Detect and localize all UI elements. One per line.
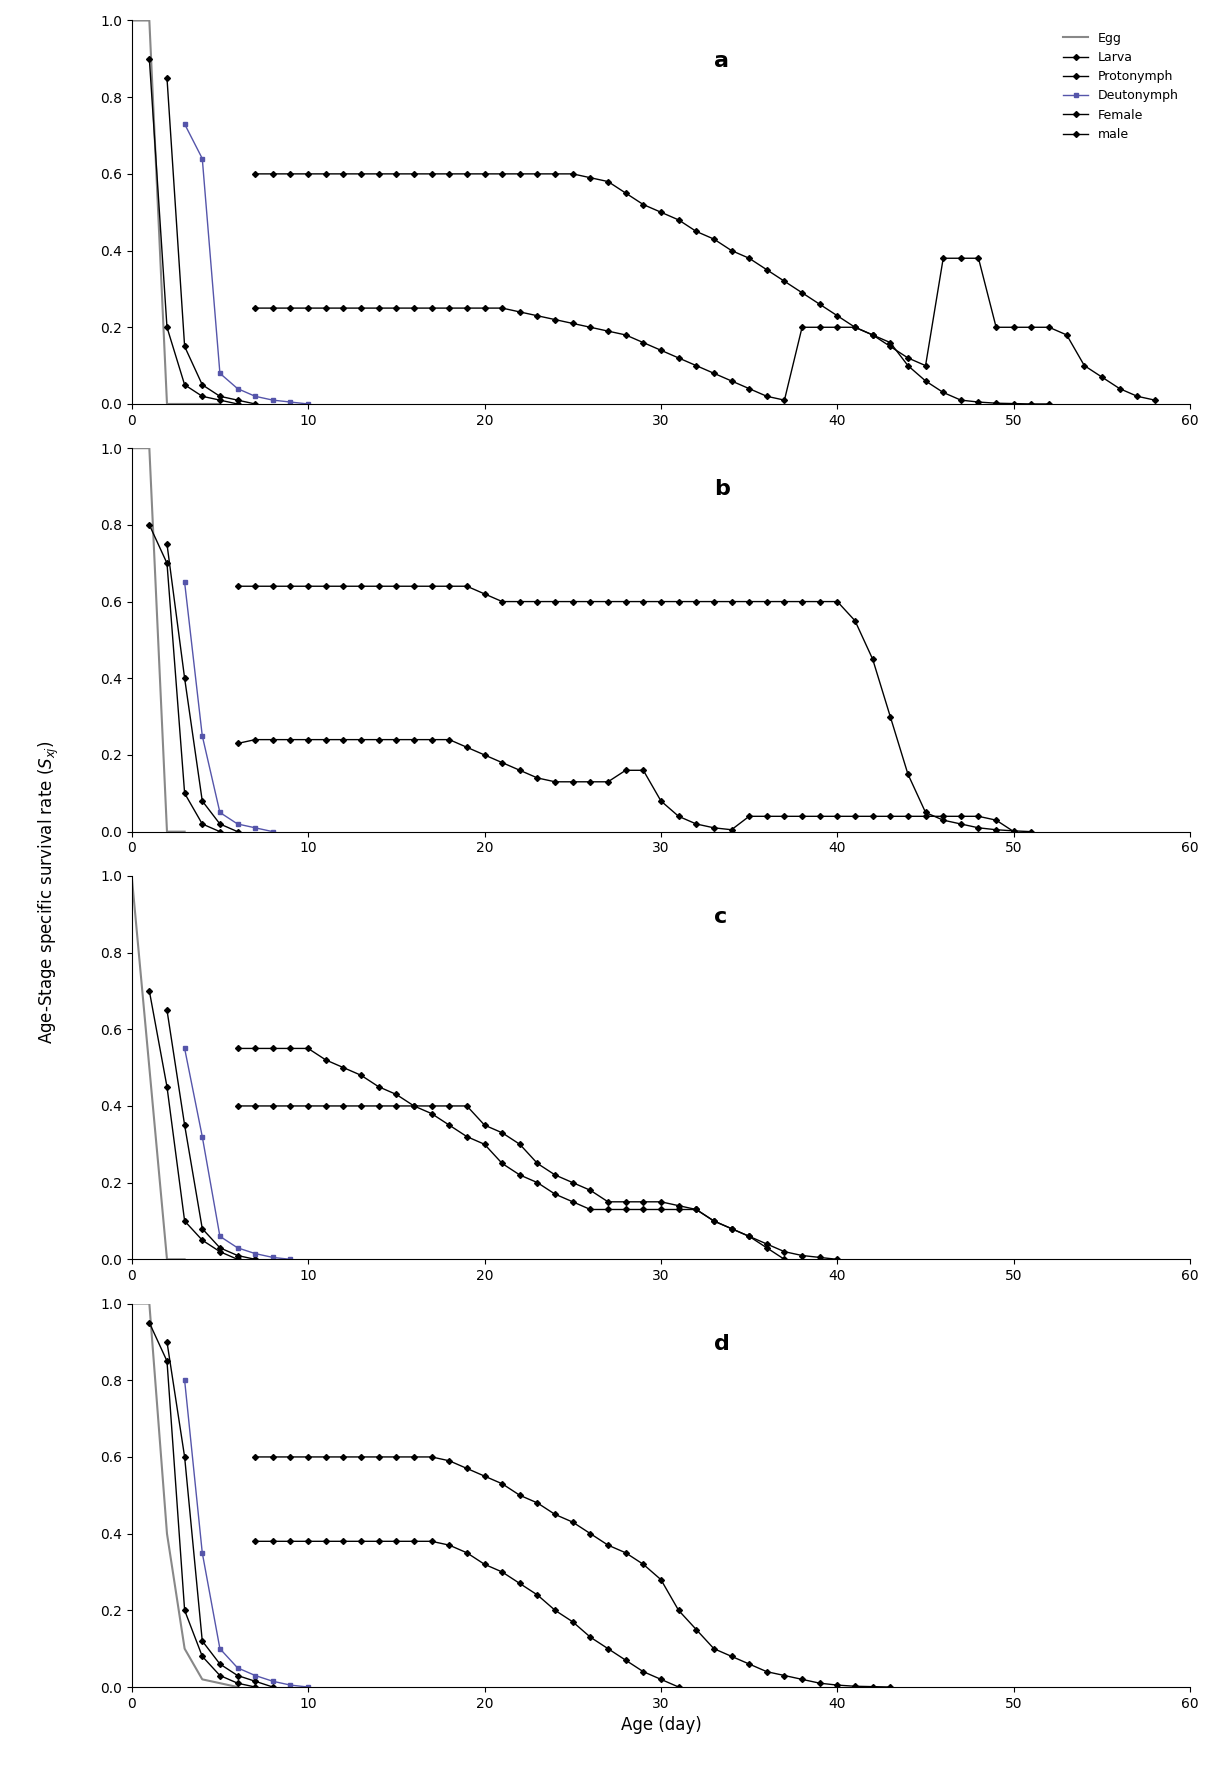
Text: Age-Stage specific survival rate ($S_{xj}$): Age-Stage specific survival rate ($S_{xj… <box>36 741 61 1044</box>
Text: d: d <box>714 1333 730 1355</box>
Legend: Egg, Larva, Protonymph, Deutonymph, Female, male: Egg, Larva, Protonymph, Deutonymph, Fema… <box>1059 27 1184 146</box>
Text: c: c <box>714 907 727 926</box>
X-axis label: Age (day): Age (day) <box>620 1717 702 1735</box>
Text: b: b <box>714 478 730 498</box>
Text: a: a <box>714 52 728 71</box>
